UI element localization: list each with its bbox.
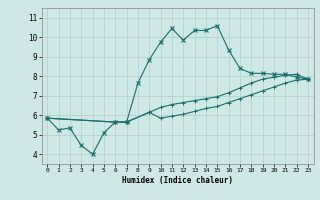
X-axis label: Humidex (Indice chaleur): Humidex (Indice chaleur): [122, 176, 233, 185]
